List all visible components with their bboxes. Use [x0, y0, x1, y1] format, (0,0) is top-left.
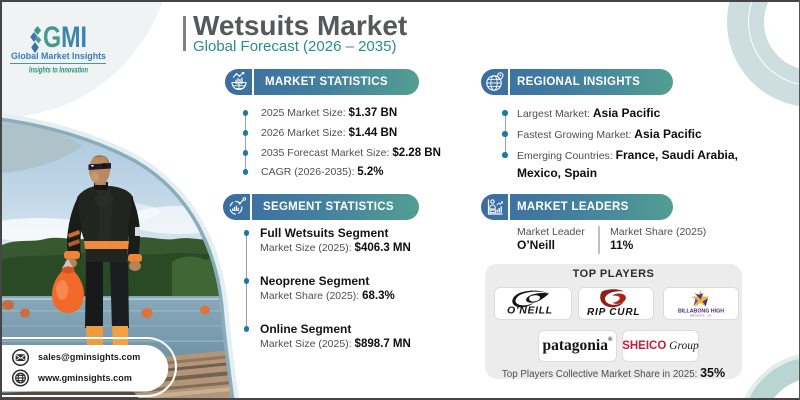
svg-text:RIP CURL: RIP CURL: [587, 307, 640, 318]
svg-text:Insights to Innovation: Insights to Innovation: [29, 66, 88, 75]
svg-text:GMI: GMI: [43, 21, 87, 54]
svg-text:O’NEILL: O’NEILL: [507, 305, 553, 317]
svg-text:WETSUITS · CO.: WETSUITS · CO.: [690, 314, 712, 318]
svg-text:BILLABONG HIGH: BILLABONG HIGH: [678, 309, 724, 315]
svg-text:Global Market Insights: Global Market Insights: [11, 51, 106, 61]
